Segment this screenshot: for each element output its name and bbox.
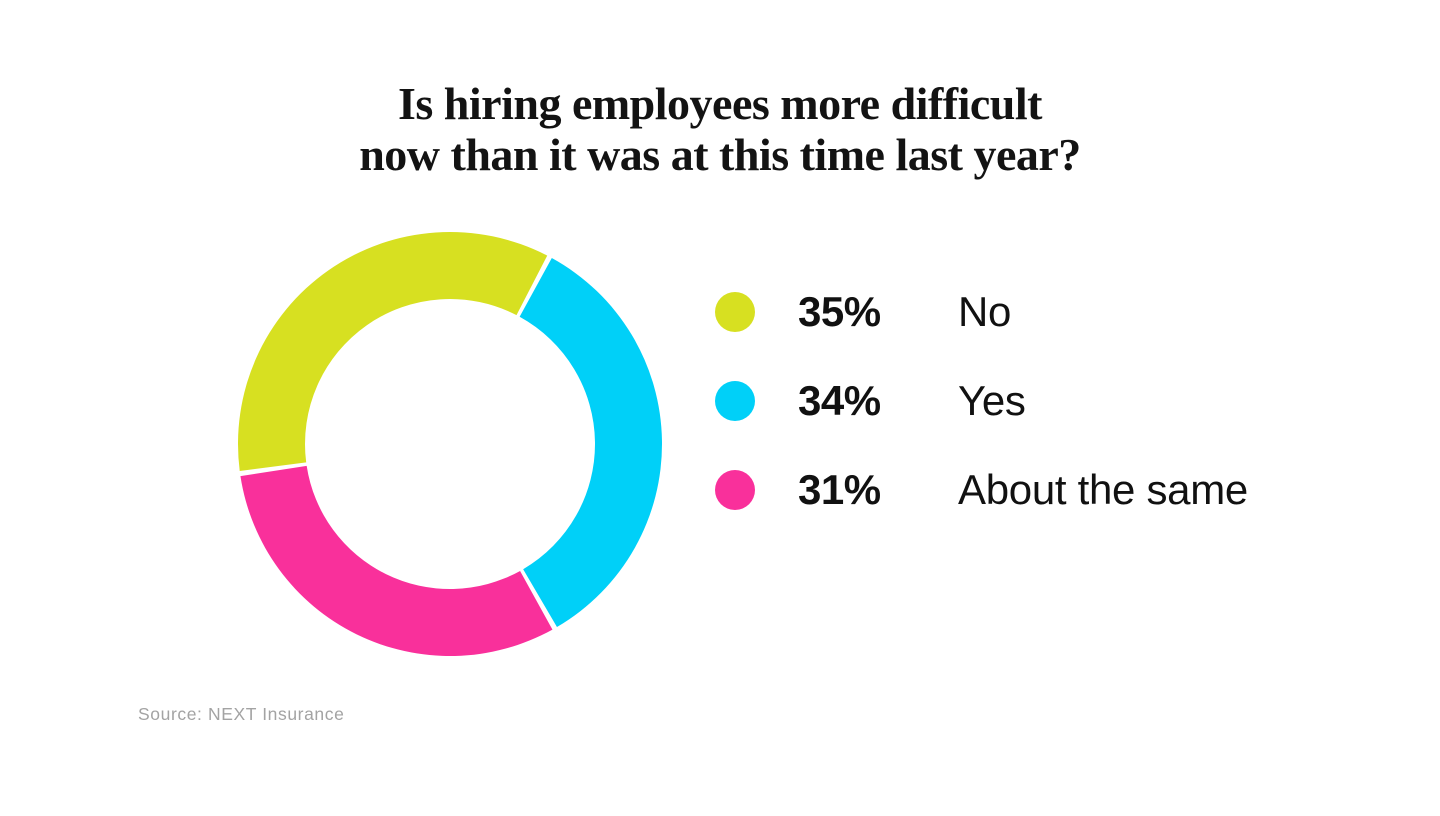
source-attribution: Source: NEXT Insurance (138, 704, 345, 724)
legend-dot-no-icon (715, 292, 755, 332)
chart-title-line1: Is hiring employees more difficult (398, 78, 1042, 129)
donut-segment-no (238, 231, 548, 471)
legend: 35% No 34% Yes 31% About the same (715, 288, 1248, 513)
legend-label-about-the-same: About the same (958, 466, 1248, 513)
legend-row-no: 35% No (715, 288, 1248, 335)
donut-segment-about-the-same (240, 465, 553, 657)
donut-segment-yes (519, 258, 662, 628)
legend-value-yes: 34% (798, 377, 881, 424)
legend-value-about-the-same: 31% (798, 466, 881, 513)
legend-value-no: 35% (798, 288, 881, 335)
donut-chart (238, 231, 662, 657)
legend-label-no: No (958, 288, 1012, 335)
donut-chart-container (235, 229, 665, 659)
chart-title-line2: now than it was at this time last year? (359, 129, 1081, 180)
legend-dot-yes-icon (715, 381, 755, 421)
chart-title: Is hiring employees more difficult now t… (0, 78, 1440, 180)
legend-row-yes: 34% Yes (715, 377, 1248, 424)
legend-row-about-the-same: 31% About the same (715, 466, 1248, 513)
legend-dot-about-the-same-icon (715, 470, 755, 510)
legend-label-yes: Yes (958, 377, 1026, 424)
